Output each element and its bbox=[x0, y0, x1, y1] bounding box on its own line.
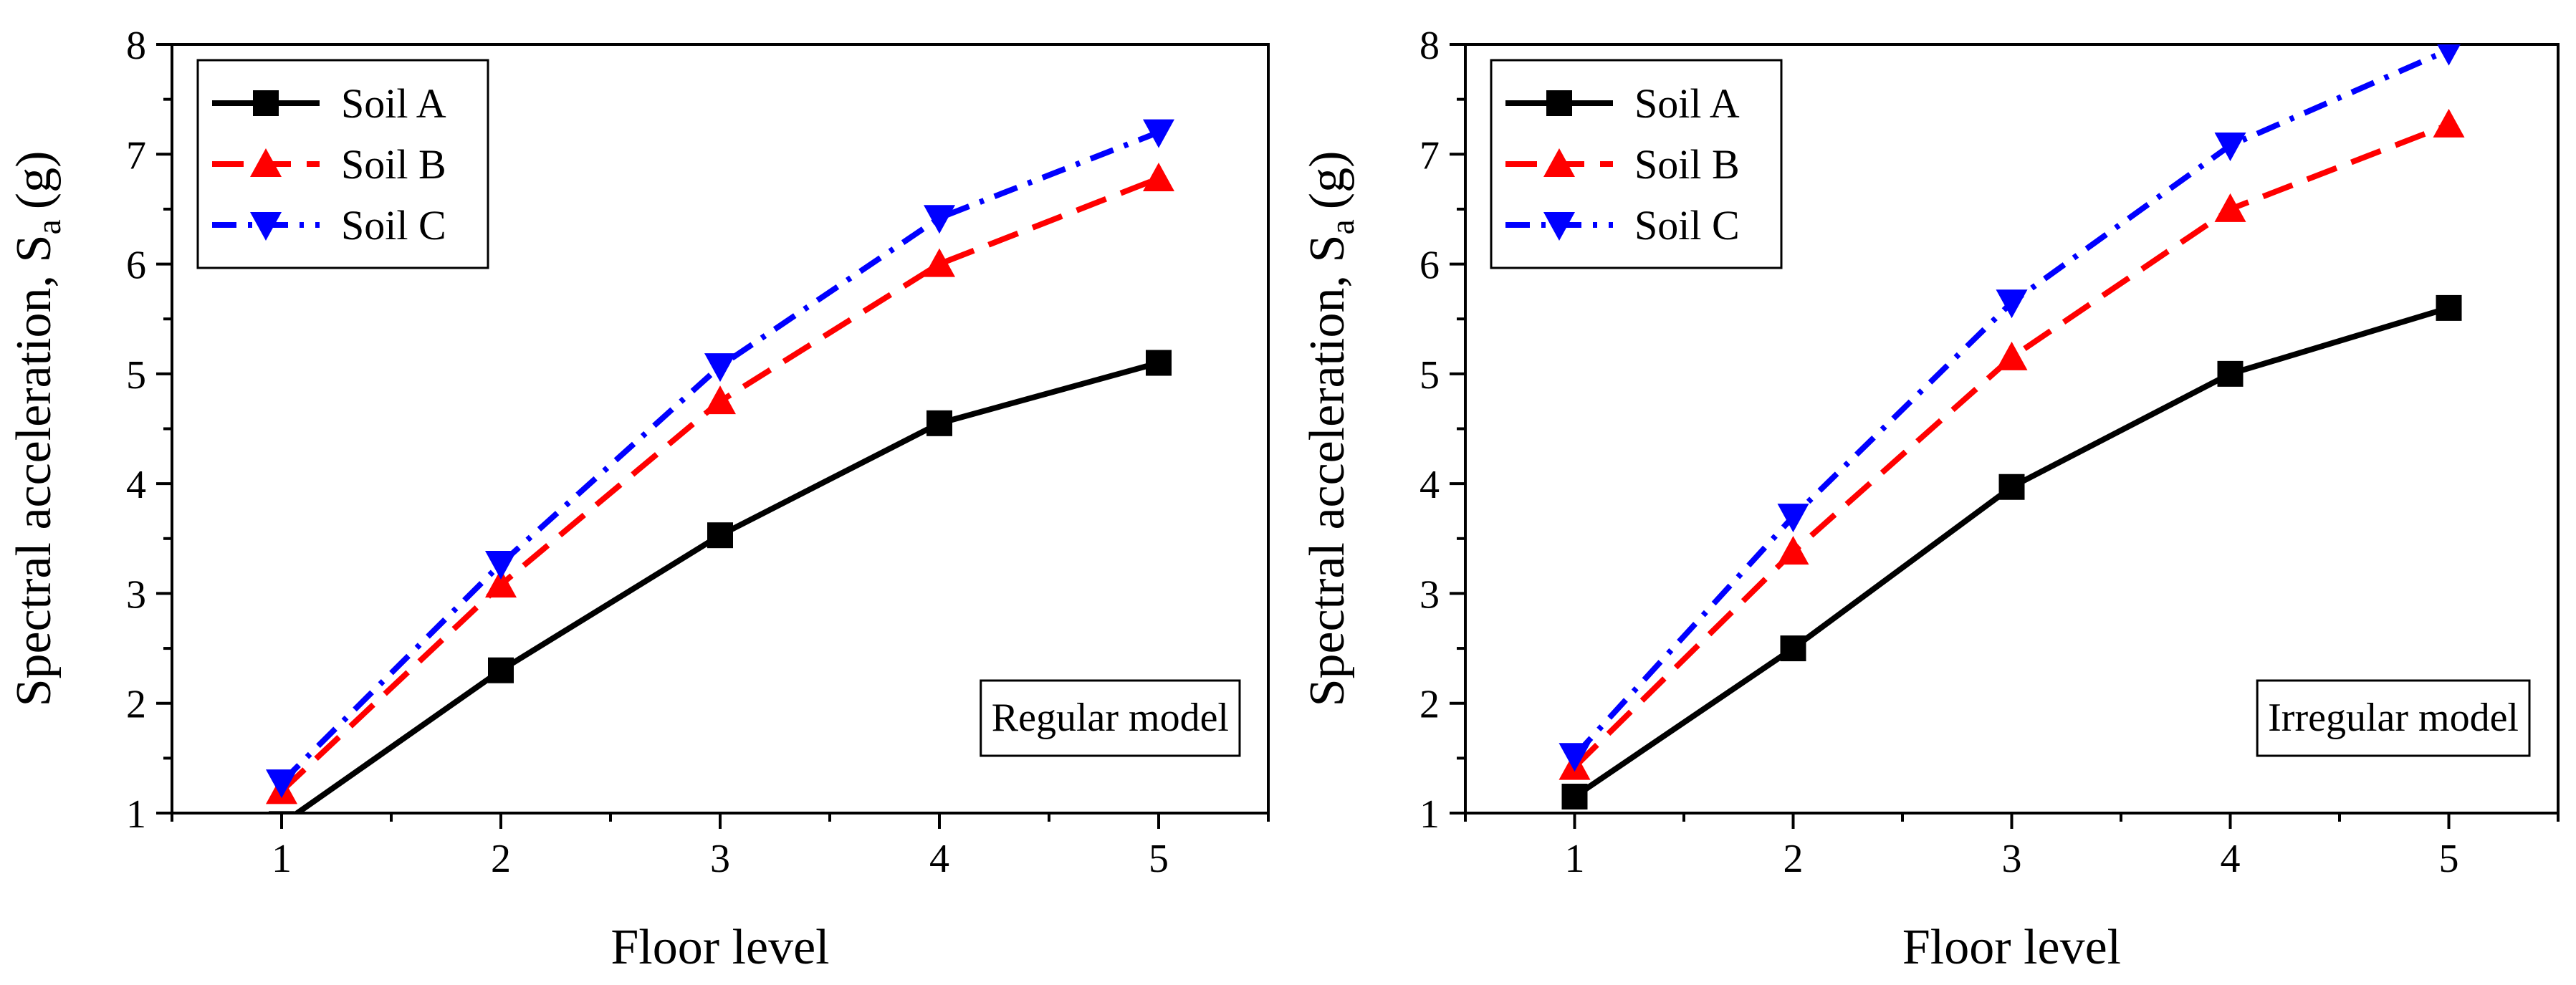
y-axis-title: Spectral acceleration, Sa (g) bbox=[6, 151, 68, 707]
data-point-soil-a bbox=[2436, 294, 2462, 321]
legend-marker-soil-c bbox=[250, 212, 282, 241]
data-point-soil-c bbox=[1777, 504, 1809, 533]
annotation-box bbox=[980, 679, 1241, 757]
data-point-soil-a bbox=[927, 410, 952, 436]
y-axis-title-main: Spectral acceleration, S bbox=[1300, 235, 1355, 707]
plot-area bbox=[266, 119, 1174, 813]
legend-label: Soil A bbox=[341, 80, 446, 127]
x-tick-label: 1 bbox=[1565, 837, 1585, 881]
x-tick-label: 3 bbox=[710, 837, 730, 881]
legend-label: Soil C bbox=[341, 202, 446, 249]
data-point-soil-a bbox=[707, 522, 733, 549]
data-point-soil-b bbox=[924, 248, 955, 277]
y-tick-label: 4 bbox=[1419, 463, 1440, 507]
legend-label: Soil B bbox=[341, 141, 446, 188]
data-point-soil-b bbox=[704, 385, 736, 415]
legend-marker-soil-b bbox=[250, 148, 282, 177]
x-tick-label: 1 bbox=[272, 837, 292, 881]
data-point-soil-c bbox=[485, 551, 517, 580]
data-point-soil-a bbox=[1998, 474, 2025, 500]
y-tick-label: 6 bbox=[126, 244, 146, 288]
y-tick-label: 1 bbox=[1419, 792, 1440, 837]
data-point-soil-b bbox=[2214, 193, 2246, 222]
y-tick-label: 1 bbox=[126, 792, 146, 837]
legend-marker-soil-b bbox=[1543, 148, 1575, 177]
y-axis-title-subscript: a bbox=[30, 219, 68, 234]
legend-marker-soil-a bbox=[253, 90, 279, 116]
annotation-box bbox=[2256, 679, 2531, 757]
y-tick-label: 5 bbox=[1419, 353, 1440, 398]
y-tick-label: 3 bbox=[1419, 572, 1440, 617]
y-axis-title: Spectral acceleration, Sa (g) bbox=[1300, 151, 1361, 707]
data-point-soil-c bbox=[1558, 743, 1591, 772]
y-tick-label: 8 bbox=[126, 24, 146, 68]
annotation: Irregular model bbox=[2256, 679, 2531, 757]
legend-box bbox=[196, 59, 489, 269]
y-tick-label: 7 bbox=[126, 133, 146, 178]
y-axis-title-unit: (g) bbox=[1300, 151, 1355, 210]
x-tick-label: 3 bbox=[2002, 837, 2022, 881]
y-tick-label: 2 bbox=[126, 683, 146, 727]
y-axis-title-subscript: a bbox=[1323, 219, 1361, 234]
data-point-soil-c bbox=[2437, 44, 2461, 66]
data-point-soil-b bbox=[2433, 108, 2465, 138]
legend: Soil A Soil B Soil C bbox=[1490, 59, 1783, 269]
x-axis-title: Floor level bbox=[611, 920, 829, 975]
y-axis-title-main: Spectral acceleration, S bbox=[6, 235, 62, 707]
x-tick-label: 5 bbox=[2439, 837, 2459, 881]
legend-label: Soil C bbox=[1634, 202, 1740, 249]
x-axis-title: Floor level bbox=[1902, 920, 2121, 975]
data-point-soil-a bbox=[269, 811, 295, 813]
chart-panel-2: 1 2 3 4 5 1 2 3 4 5 6 7 8 Floor level Spectral acceler… bbox=[1300, 24, 2560, 975]
legend-marker-soil-a bbox=[1546, 90, 1572, 116]
data-point-soil-b bbox=[1996, 341, 2028, 370]
legend-label: Soil B bbox=[1634, 141, 1740, 188]
y-tick-label: 7 bbox=[1419, 133, 1440, 178]
legend-box bbox=[1490, 59, 1783, 269]
legend-label: Soil A bbox=[1634, 80, 1740, 127]
y-tick-label: 4 bbox=[126, 463, 146, 507]
data-point-soil-a bbox=[1561, 784, 1588, 810]
data-point-soil-c bbox=[2214, 133, 2246, 162]
annotation: Regular model bbox=[980, 679, 1241, 757]
data-point-soil-a bbox=[2217, 360, 2244, 387]
data-point-soil-a bbox=[1780, 635, 1806, 662]
chart-panel-1: 1 2 3 4 5 1 2 3 4 5 6 7 8 Floor level Spectral acceler… bbox=[6, 24, 1270, 975]
x-tick-label: 4 bbox=[929, 837, 949, 881]
y-tick-label: 6 bbox=[1419, 244, 1440, 288]
series-line-soil-b bbox=[1572, 122, 2450, 769]
annotation-label: Regular model bbox=[992, 696, 1229, 740]
legend: Soil A Soil B Soil C bbox=[196, 59, 489, 269]
data-point-soil-b bbox=[1777, 536, 1809, 565]
plot-area bbox=[1558, 44, 2465, 810]
data-point-soil-c bbox=[1996, 289, 2028, 319]
annotation-label: Irregular model bbox=[2268, 696, 2519, 740]
data-point-soil-c bbox=[704, 353, 736, 383]
data-point-soil-b bbox=[1143, 163, 1174, 192]
y-tick-label: 5 bbox=[126, 353, 146, 398]
legend-marker-soil-c bbox=[1543, 212, 1575, 241]
y-tick-label: 2 bbox=[1419, 683, 1440, 727]
x-tick-label: 4 bbox=[2221, 837, 2241, 881]
y-tick-label: 3 bbox=[126, 572, 146, 617]
x-tick-label: 2 bbox=[491, 837, 511, 881]
y-tick-label: 8 bbox=[1419, 24, 1440, 68]
data-point-soil-c bbox=[924, 205, 955, 234]
x-tick-label: 5 bbox=[1149, 837, 1169, 881]
y-axis-title-unit: (g) bbox=[6, 151, 62, 210]
x-tick-label: 2 bbox=[1783, 837, 1804, 881]
data-point-soil-c bbox=[1143, 119, 1174, 148]
data-point-soil-c bbox=[266, 769, 297, 799]
data-point-soil-b bbox=[485, 569, 517, 598]
data-point-soil-a bbox=[488, 657, 514, 683]
data-point-soil-a bbox=[1146, 350, 1172, 376]
